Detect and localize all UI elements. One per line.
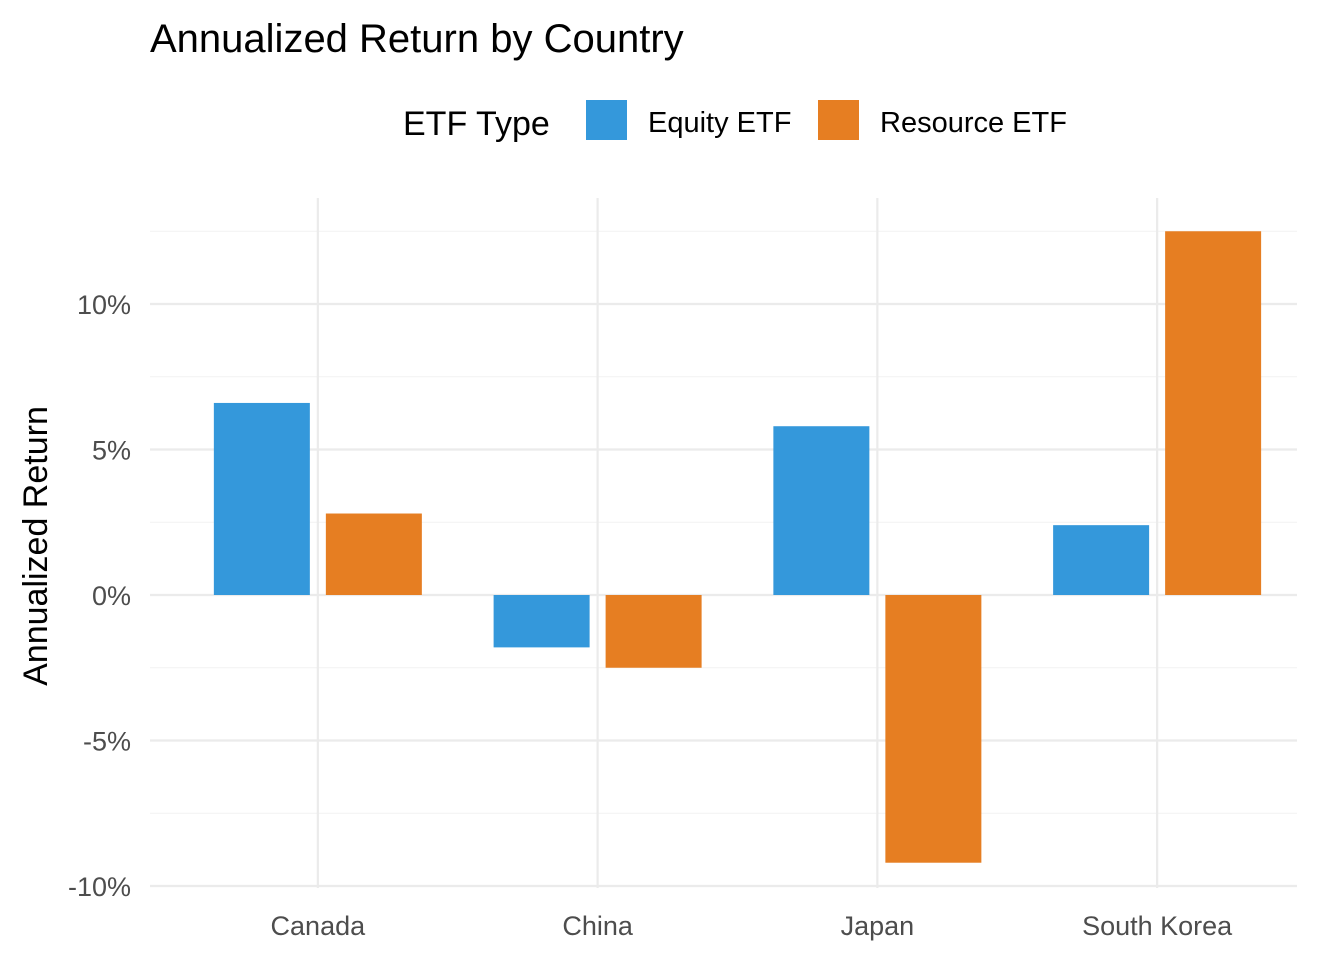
legend: ETF Type Equity ETF Resource ETF bbox=[403, 100, 1067, 143]
bar-china-equity-etf bbox=[493, 595, 590, 648]
x-axis-ticks: Canada China Japan South Korea bbox=[271, 911, 1234, 941]
bar-canada-equity-etf bbox=[213, 402, 310, 595]
legend-label-equity-etf: Equity ETF bbox=[648, 107, 791, 139]
x-tick-label: China bbox=[562, 911, 634, 941]
y-axis-title: Annualized Return bbox=[17, 406, 55, 686]
grid bbox=[150, 198, 1297, 888]
y-tick-label: -5% bbox=[83, 727, 131, 757]
x-tick-label: Canada bbox=[271, 911, 367, 941]
bar-japan-equity-etf bbox=[773, 426, 870, 595]
legend-label-resource-etf: Resource ETF bbox=[880, 107, 1067, 139]
chart-title: Annualized Return by Country bbox=[150, 17, 684, 61]
bar-south-korea-equity-etf bbox=[1053, 525, 1150, 595]
y-tick-label: 5% bbox=[92, 436, 131, 466]
bar-canada-resource-etf bbox=[325, 513, 422, 595]
x-tick-label: Japan bbox=[841, 911, 915, 941]
y-tick-label: 10% bbox=[77, 290, 131, 320]
y-axis-ticks: -10% -5% 0% 5% 10% bbox=[68, 290, 131, 902]
x-tick-label: South Korea bbox=[1082, 911, 1233, 941]
legend-title: ETF Type bbox=[403, 105, 550, 143]
legend-swatch-resource-etf bbox=[818, 100, 859, 140]
legend-swatch-equity-etf bbox=[586, 100, 627, 140]
bar-south-korea-resource-etf bbox=[1165, 231, 1262, 595]
bars bbox=[213, 231, 1262, 863]
bar-china-resource-etf bbox=[605, 595, 702, 668]
y-tick-label: -10% bbox=[68, 872, 131, 902]
y-tick-label: 0% bbox=[92, 581, 131, 611]
bar-japan-resource-etf bbox=[885, 595, 982, 863]
